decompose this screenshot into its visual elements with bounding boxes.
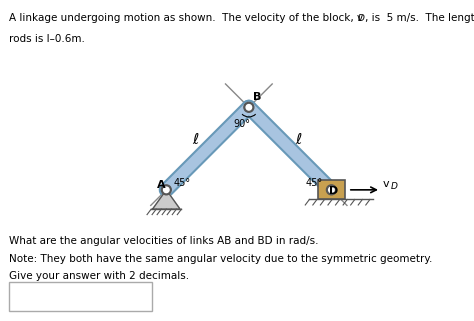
Text: ℓ: ℓ bbox=[296, 133, 302, 147]
Polygon shape bbox=[153, 190, 180, 209]
Text: 90°: 90° bbox=[234, 118, 251, 129]
Text: D: D bbox=[328, 186, 338, 196]
Text: 45°: 45° bbox=[305, 178, 322, 188]
Text: 45°: 45° bbox=[173, 178, 190, 188]
Text: Give your answer with 2 decimals.: Give your answer with 2 decimals. bbox=[9, 271, 190, 281]
Text: ℓ: ℓ bbox=[192, 133, 199, 147]
Circle shape bbox=[161, 185, 171, 195]
Text: B: B bbox=[253, 92, 261, 102]
Circle shape bbox=[327, 185, 337, 195]
Text: rods is l–0.6m.: rods is l–0.6m. bbox=[9, 34, 85, 44]
Circle shape bbox=[246, 105, 252, 110]
Circle shape bbox=[244, 102, 254, 112]
Text: A linkage undergoing motion as shown.  The velocity of the block, v: A linkage undergoing motion as shown. Th… bbox=[9, 13, 364, 23]
Circle shape bbox=[328, 187, 334, 193]
Text: Note: They both have the same angular velocity due to the symmetric geometry.: Note: They both have the same angular ve… bbox=[9, 254, 433, 264]
Circle shape bbox=[164, 187, 169, 193]
Text: What are the angular velocities of links AB and BD in rad/s.: What are the angular velocities of links… bbox=[9, 236, 319, 246]
FancyBboxPatch shape bbox=[318, 180, 345, 199]
Text: A: A bbox=[157, 180, 165, 190]
Text: D: D bbox=[391, 182, 397, 191]
Text: D: D bbox=[358, 14, 365, 23]
Text: , is  5 m/s.  The length of the: , is 5 m/s. The length of the bbox=[365, 13, 474, 23]
Text: v: v bbox=[383, 179, 389, 189]
